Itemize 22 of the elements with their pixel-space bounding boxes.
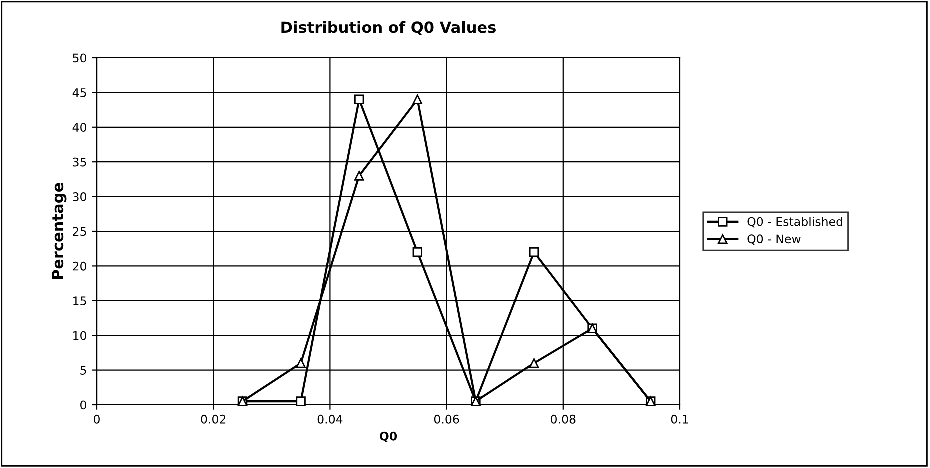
y-tick-label: 15 — [74, 296, 86, 306]
y-tick-label: 50 — [73, 54, 86, 63]
x-tick-label: 0.1 — [671, 414, 688, 424]
x-tick-label: 0.06 — [434, 414, 460, 424]
y-tick-label: 45 — [72, 88, 86, 98]
y-tick-label: 20 — [73, 262, 86, 271]
x-axis-title: Q0 — [380, 432, 398, 442]
y-tick-label: 30 — [73, 192, 86, 202]
x-tick-label: 0.04 — [318, 414, 343, 424]
y-tick-label: 0 — [80, 400, 86, 410]
legend-label: Q0 - New — [748, 234, 801, 245]
chart-title: Distribution of Q0 Values — [282, 21, 496, 36]
x-tick-label: 0.08 — [551, 414, 576, 424]
y-tick-label: 10 — [74, 331, 86, 340]
y-tick-label: 40 — [72, 123, 86, 132]
x-tick-label: 0 — [94, 414, 100, 424]
y-tick-label: 35 — [73, 158, 86, 167]
y-tick-label: 25 — [73, 227, 86, 236]
y-tick-label: 5 — [80, 366, 86, 375]
legend-label: Q0 - Established — [748, 217, 842, 228]
x-tick-label: 0.02 — [201, 414, 226, 424]
y-axis-title: Percentage — [52, 183, 67, 280]
